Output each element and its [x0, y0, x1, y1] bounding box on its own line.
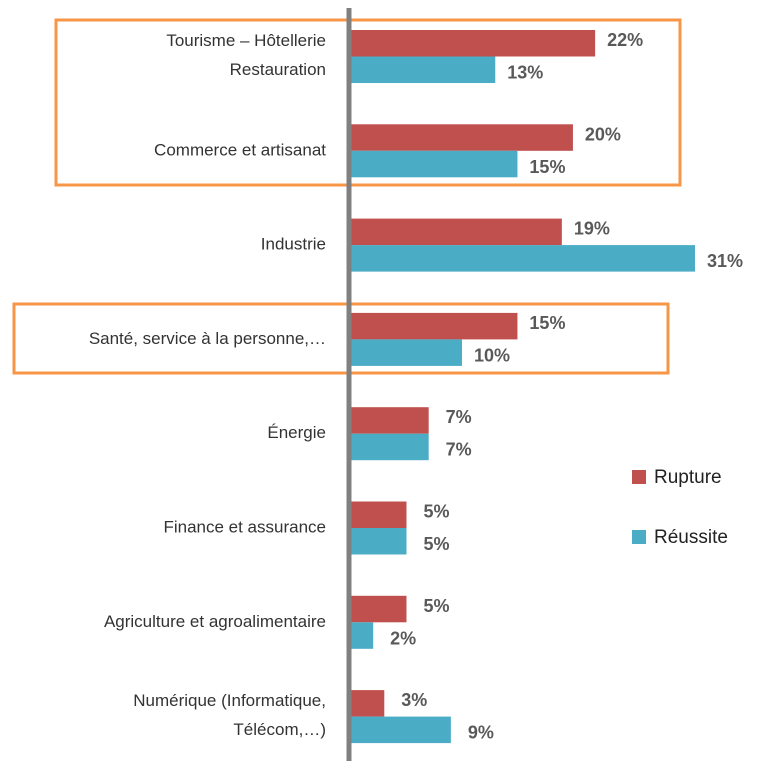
value-label: 10%: [474, 345, 510, 365]
value-label: 31%: [707, 251, 743, 271]
category-label: Tourisme – Hôtellerie Restauration: [166, 31, 326, 79]
value-label: 3%: [401, 690, 427, 710]
highlight-box: [54, 18, 682, 187]
value-label: 20%: [585, 124, 621, 144]
bar: [351, 595, 407, 623]
bar: [351, 218, 562, 246]
value-label: 7%: [446, 440, 472, 460]
bar: [351, 30, 596, 57]
value-label: 5%: [423, 502, 449, 522]
bar: [351, 245, 695, 272]
category-label: Santé, service à la personne,…: [89, 329, 326, 348]
bar: [351, 501, 407, 528]
value-label: 2%: [390, 628, 416, 648]
legend-swatch: [632, 470, 646, 484]
value-label: 5%: [423, 534, 449, 554]
value-label: 5%: [423, 596, 449, 616]
bar: [351, 312, 518, 340]
highlight-box: [12, 302, 670, 375]
category-label: Numérique (Informatique, Télécom,…): [133, 692, 326, 740]
category-label: Énergie: [267, 423, 326, 442]
value-label: 7%: [446, 407, 472, 427]
bar: [351, 433, 429, 461]
bar: [351, 407, 429, 434]
bar: [351, 528, 407, 555]
category-label: Commerce et artisanat: [154, 140, 326, 159]
legend-swatch: [632, 530, 646, 544]
category-label: Agriculture et agroalimentaire: [104, 612, 326, 631]
category-label-line: Numérique (Informatique,: [133, 692, 326, 711]
bar: [351, 150, 518, 178]
value-label: 13%: [507, 63, 543, 83]
legend-label: Réussite: [654, 527, 728, 548]
bar: [351, 622, 374, 649]
value-label: 15%: [529, 313, 565, 333]
legend-label: Rupture: [654, 467, 722, 488]
category-label-line: Tourisme – Hôtellerie: [166, 31, 326, 50]
category-label: Industrie: [261, 235, 326, 254]
bar: [351, 716, 451, 744]
bar: [351, 56, 496, 83]
category-label-line: Restauration: [230, 60, 326, 79]
value-label: 15%: [529, 157, 565, 177]
category-label-line: Télécom,…): [233, 721, 326, 740]
bar: [351, 690, 385, 717]
bar: [351, 124, 573, 151]
value-label: 19%: [574, 219, 610, 239]
value-label: 22%: [607, 30, 643, 50]
bar: [351, 339, 462, 366]
value-label: 9%: [468, 723, 494, 743]
category-label: Finance et assurance: [163, 517, 326, 536]
